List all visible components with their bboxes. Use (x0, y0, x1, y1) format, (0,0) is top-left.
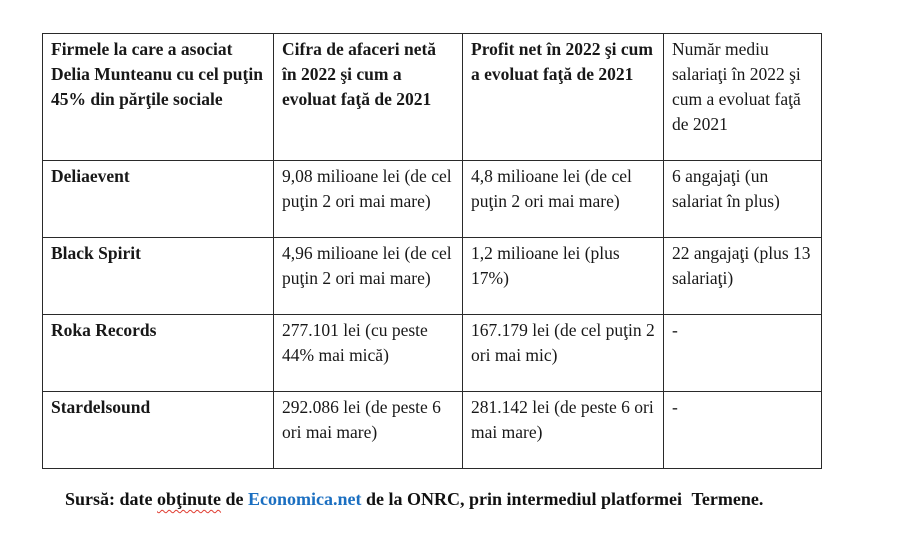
turnover-cell: 9,08 milioane lei (de cel puţin 2 ori ma… (273, 160, 463, 238)
header-avg-employees: Număr mediu salariaţi în 2022 şi cum a e… (663, 33, 822, 161)
net-profit-cell: 281.142 lei (de peste 6 ori mai mare) (462, 391, 664, 469)
table-row: Deliaevent 9,08 milioane lei (de cel puţ… (42, 160, 822, 238)
table-row: Stardelsound 292.086 lei (de peste 6 ori… (42, 391, 822, 469)
company-cell: Deliaevent (42, 160, 274, 238)
employees-cell: 22 angajaţi (plus 13 salariaţi) (663, 237, 822, 315)
net-profit-cell: 1,2 milioane lei (plus 17%) (462, 237, 664, 315)
turnover-cell: 277.101 lei (cu peste 44% mai mică) (273, 314, 463, 392)
employees-cell: - (663, 314, 822, 392)
source-tail: de la ONRC, prin intermediul platformei (361, 489, 687, 509)
company-cell: Black Spirit (42, 237, 274, 315)
header-net-profit: Profit net în 2022 şi cum a evoluat faţă… (462, 33, 664, 161)
source-line: Sursă: date obţinute de Economica.net de… (47, 468, 763, 531)
net-profit-cell: 167.179 lei (de cel puţin 2 ori mai mic) (462, 314, 664, 392)
source-platform: Termene. (691, 489, 764, 509)
table-header-row: Firmele la care a asociat Delia Munteanu… (42, 33, 822, 161)
turnover-cell: 4,96 milioane lei (de cel puţin 2 ori ma… (273, 237, 463, 315)
company-cell: Roka Records (42, 314, 274, 392)
company-cell: Stardelsound (42, 391, 274, 469)
economica-link[interactable]: Economica.net (248, 489, 362, 509)
table-row: Roka Records 277.101 lei (cu peste 44% m… (42, 314, 822, 392)
turnover-cell: 292.086 lei (de peste 6 ori mai mare) (273, 391, 463, 469)
employees-cell: 6 angajaţi (un salariat în plus) (663, 160, 822, 238)
companies-table: Firmele la care a asociat Delia Munteanu… (42, 33, 822, 469)
table-row: Black Spirit 4,96 milioane lei (de cel p… (42, 237, 822, 315)
header-turnover: Cifra de afaceri netă în 2022 şi cum a e… (273, 33, 463, 161)
header-companies: Firmele la care a asociat Delia Munteanu… (42, 33, 274, 161)
net-profit-cell: 4,8 milioane lei (de cel puţin 2 ori mai… (462, 160, 664, 238)
employees-cell: - (663, 391, 822, 469)
source-prefix: Sursă: date (65, 489, 158, 509)
spellcheck-word: obţinute (157, 489, 222, 509)
source-mid: de (221, 489, 249, 509)
